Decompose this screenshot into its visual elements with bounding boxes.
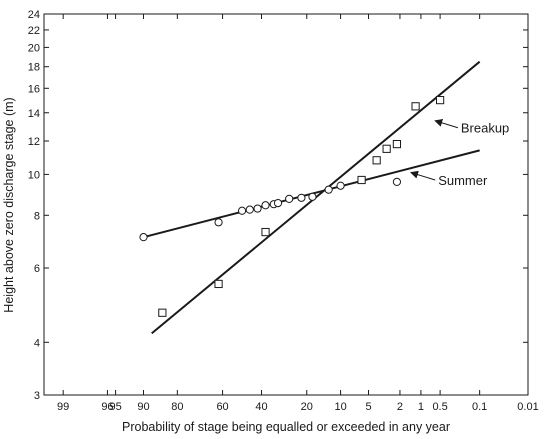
point-summer <box>139 233 148 242</box>
x-tick-label: 60 <box>216 401 228 413</box>
series-label-breakup: Breakup <box>461 121 509 136</box>
point-summer <box>308 192 317 201</box>
y-tick-label: 10 <box>28 169 40 181</box>
point-breakup <box>372 156 381 165</box>
x-axis-title: Probability of stage being equalled or e… <box>122 420 450 434</box>
point-breakup <box>382 144 391 153</box>
point-summer <box>253 204 262 213</box>
x-tick-label: 80 <box>171 401 183 413</box>
y-axis-title: Height above zero discharge stage (m) <box>2 97 16 312</box>
point-breakup <box>357 175 366 185</box>
x-tick-label: 1 <box>418 401 424 413</box>
series-label-summer: Summer <box>438 173 488 188</box>
y-axis: 3 4 6 8 10 12 14 16 18 20 22 24 <box>28 9 528 402</box>
point-summer <box>261 201 270 210</box>
x-tick-label: 0.01 <box>517 401 538 413</box>
point-summer <box>392 177 402 186</box>
x-tick-label: 5 <box>365 401 371 413</box>
annotation-arrow <box>434 119 459 129</box>
point-summer <box>237 206 247 215</box>
point-breakup <box>158 308 167 317</box>
point-summer <box>336 181 345 190</box>
point-summer <box>214 218 223 227</box>
point-summer <box>273 199 283 208</box>
x-tick-label: 2 <box>397 401 403 413</box>
point-breakup <box>214 279 223 289</box>
annotation-arrow <box>410 170 436 181</box>
x-tick-label: 40 <box>255 401 267 413</box>
point-summer <box>324 185 333 194</box>
point-summer <box>297 193 306 202</box>
y-tick-label: 16 <box>28 83 40 95</box>
annotations: Breakup Summer <box>410 119 509 188</box>
y-tick-label: 3 <box>34 390 40 402</box>
x-tick-label: 0.1 <box>472 401 487 413</box>
y-tick-label: 18 <box>28 62 40 74</box>
x-tick-label: 20 <box>301 401 313 413</box>
y-tick-label: 4 <box>34 337 40 349</box>
point-summer <box>285 194 294 203</box>
point-breakup <box>411 102 420 111</box>
x-tick-label: 10 <box>334 401 346 413</box>
y-tick-label: 20 <box>28 42 40 54</box>
plot-frame <box>43 13 529 396</box>
y-tick-label: 8 <box>34 210 40 222</box>
y-tick-label: 6 <box>34 263 40 275</box>
x-tick-label: 95 <box>109 401 121 413</box>
y-tick-label: 12 <box>28 136 40 148</box>
y-tick-label: 22 <box>28 25 40 37</box>
data-markers <box>139 96 445 317</box>
x-tick-label: 0.5 <box>432 401 447 413</box>
point-breakup <box>392 139 402 149</box>
point-summer <box>245 205 254 214</box>
y-tick-label: 24 <box>28 9 40 21</box>
y-tick-label: 14 <box>28 108 40 120</box>
point-breakup <box>435 96 445 105</box>
x-tick-label: 90 <box>137 401 149 413</box>
point-breakup <box>261 227 270 237</box>
x-tick-label: 99 <box>57 401 69 413</box>
x-tick-label: 96 <box>101 401 113 413</box>
